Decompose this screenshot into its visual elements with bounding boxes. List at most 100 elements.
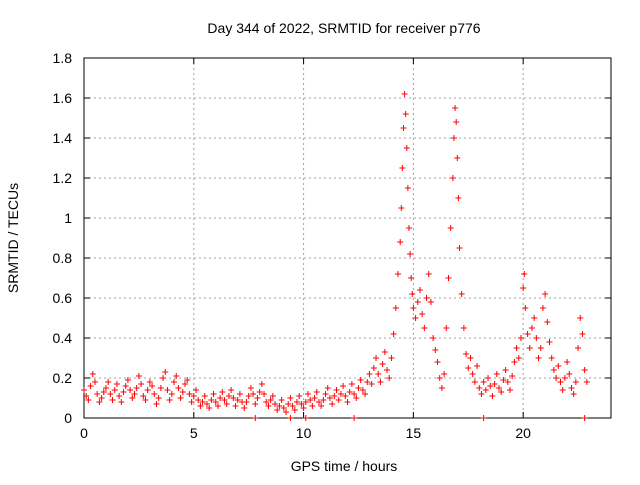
data-point [267, 397, 274, 403]
data-point [575, 345, 582, 351]
data-point [453, 119, 460, 125]
data-point [102, 385, 109, 391]
data-point [89, 371, 96, 377]
data-point [285, 401, 292, 407]
data-point [230, 395, 237, 401]
data-point [555, 363, 562, 369]
data-point [515, 355, 522, 361]
data-point [480, 415, 487, 421]
x-tick-label: 5 [190, 425, 198, 441]
data-point [454, 155, 461, 161]
data-point [419, 311, 426, 317]
data-point [100, 389, 107, 395]
data-point [232, 403, 239, 409]
data-point [236, 391, 243, 397]
data-point [329, 401, 336, 407]
data-point [346, 389, 353, 395]
data-point [162, 369, 169, 375]
data-point [399, 165, 406, 171]
data-point [402, 111, 409, 117]
data-point [228, 387, 235, 393]
data-point [166, 397, 173, 403]
data-point [296, 393, 303, 399]
data-point [572, 379, 579, 385]
data-point [379, 361, 386, 367]
data-point [482, 387, 489, 393]
data-point [291, 407, 298, 413]
data-point [408, 275, 415, 281]
data-point [146, 379, 153, 385]
y-axis-label: SRMTID / TECUs [5, 183, 21, 293]
data-point [302, 399, 309, 405]
data-point [524, 331, 531, 337]
data-point [449, 175, 456, 181]
data-point [478, 391, 485, 397]
data-point [493, 371, 500, 377]
data-point [135, 373, 142, 379]
data-point [252, 401, 259, 407]
x-axis-label: GPS time / hours [291, 458, 398, 474]
data-point [307, 397, 314, 403]
data-point [124, 377, 131, 383]
data-point [403, 145, 410, 151]
data-point [320, 397, 327, 403]
data-point [421, 325, 428, 331]
data-point [407, 251, 414, 257]
data-point [496, 385, 503, 391]
data-point [127, 387, 134, 393]
data-point [254, 395, 261, 401]
data-point [344, 399, 351, 405]
data-point [414, 299, 421, 305]
data-point [250, 391, 257, 397]
data-point [331, 393, 338, 399]
data-point [197, 403, 204, 409]
data-point [149, 383, 156, 389]
data-point [311, 395, 318, 401]
data-point [241, 405, 248, 411]
y-tick-label: 0.8 [53, 250, 73, 266]
data-point [188, 399, 195, 405]
data-point [318, 403, 325, 409]
data-point [203, 401, 210, 407]
y-tick-label: 1.6 [53, 90, 73, 106]
data-point [450, 135, 457, 141]
data-point [243, 399, 250, 405]
data-point [186, 391, 193, 397]
data-point [333, 387, 340, 393]
data-point [276, 403, 283, 409]
data-point [526, 345, 533, 351]
data-point [455, 195, 462, 201]
data-point [208, 397, 215, 403]
data-point [366, 371, 373, 377]
data-point [177, 395, 184, 401]
data-point [500, 377, 507, 383]
data-point [441, 371, 448, 377]
data-point [122, 383, 129, 389]
data-point [160, 375, 167, 381]
data-point [531, 315, 538, 321]
data-point [252, 415, 259, 421]
data-point [175, 385, 182, 391]
data-point [463, 351, 470, 357]
data-point [423, 295, 430, 301]
data-point [409, 291, 416, 297]
data-point [171, 379, 178, 385]
data-point [129, 395, 136, 401]
data-point [315, 399, 322, 405]
data-point [168, 391, 175, 397]
data-point [579, 331, 586, 337]
data-point [373, 355, 380, 361]
data-point [94, 391, 101, 397]
data-point [98, 395, 105, 401]
data-point [476, 385, 483, 391]
data-point [469, 371, 476, 377]
y-tick-label: 1.8 [53, 50, 73, 66]
data-point [105, 379, 112, 385]
data-point [144, 387, 151, 393]
y-tick-label: 0.6 [53, 290, 73, 306]
data-point [184, 377, 191, 383]
data-point [485, 375, 492, 381]
data-point [210, 391, 217, 397]
data-point [85, 397, 92, 403]
